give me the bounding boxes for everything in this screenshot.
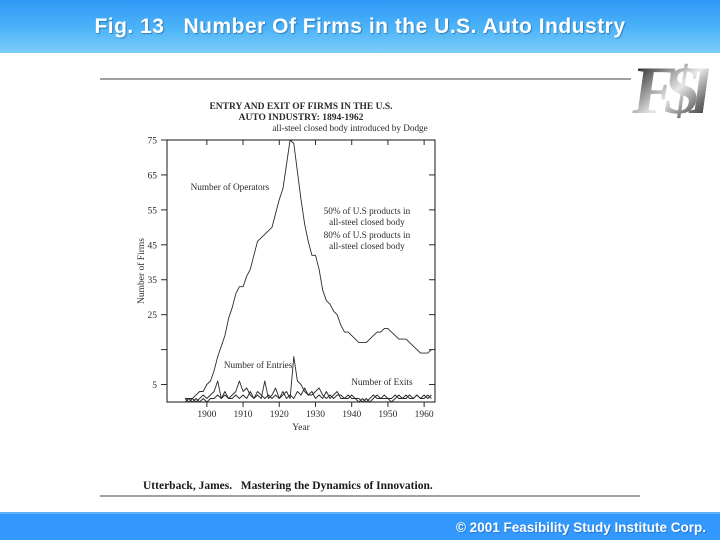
y-tick-label: 25 <box>148 311 158 321</box>
slide-header: Fig. 13 Number Of Firms in the U.S. Auto… <box>0 0 720 53</box>
y-tick-label: 35 <box>148 276 158 286</box>
annotation-operators-label: Number of Operators <box>191 182 270 192</box>
chart-canvas: ENTRY AND EXIT OF FIRMS IN THE U.S.AUTO … <box>136 102 436 433</box>
x-tick-label: 1930 <box>306 410 325 420</box>
y-axis-title: Number of Firms <box>136 238 147 304</box>
citation-line-1: Utterback, James. Mastering the Dynamics… <box>143 480 433 492</box>
x-tick-label: 1900 <box>197 410 216 420</box>
y-tick-label: 5 <box>152 381 157 391</box>
bottom-divider-line <box>100 495 640 497</box>
top-divider-line <box>100 78 631 80</box>
x-tick-label: 1940 <box>342 410 361 420</box>
annotation-dodge-note: all-steel closed body introduced by Dodg… <box>272 123 427 133</box>
y-tick-label: 75 <box>148 137 158 147</box>
chart-title: ENTRY AND EXIT OF FIRMS IN THE U.S. <box>209 102 392 112</box>
slide-footer: © 2001 Feasibility Study Institute Corp. <box>0 512 720 540</box>
y-tick-label: 65 <box>148 171 158 181</box>
fsi-logo-text: F$I <box>628 52 712 128</box>
annotation-eighty-pct-note: 80% of U.S products in all-steel closed b… <box>324 230 411 251</box>
annotation-exits-label: Number of Exits <box>351 377 413 387</box>
plot-border <box>166 139 436 403</box>
series-number-of-operators <box>185 139 432 399</box>
annotation-fifty-pct-note: 50% of U.S products in all-steel closed b… <box>324 206 411 227</box>
x-axis-title: Year <box>292 423 310 433</box>
x-tick-label: 1920 <box>270 410 289 420</box>
y-tick-label: 55 <box>148 206 158 216</box>
chart-subtitle: AUTO INDUSTRY: 1894-1962 <box>239 113 364 123</box>
y-tick-label: 45 <box>148 241 158 251</box>
annotation-entries-label: Number of Entries <box>224 360 293 370</box>
copyright-text: © 2001 Feasibility Study Institute Corp. <box>455 519 706 535</box>
slide-title: Fig. 13 Number Of Firms in the U.S. Auto… <box>94 14 626 38</box>
x-tick-label: 1950 <box>378 410 397 420</box>
fsi-logo: F$I <box>622 50 717 130</box>
x-tick-label: 1910 <box>234 410 253 420</box>
series-number-of-exits <box>184 387 432 403</box>
entry-exit-chart: ENTRY AND EXIT OF FIRMS IN THE U.S. AUTO … <box>130 95 550 440</box>
x-tick-label: 1960 <box>415 410 434 420</box>
